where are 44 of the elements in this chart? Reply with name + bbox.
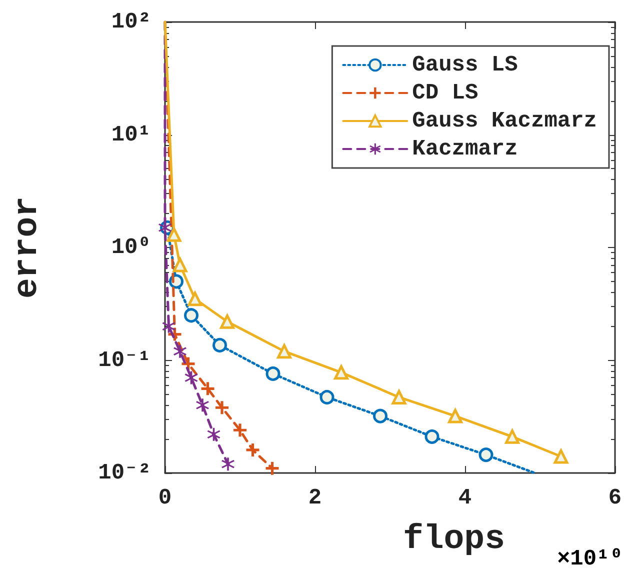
point — [207, 428, 220, 441]
point — [172, 258, 188, 272]
point — [334, 365, 348, 380]
x-tick-label: 6 — [608, 486, 622, 510]
x-tick-label: 4 — [458, 486, 472, 510]
point — [196, 398, 209, 412]
point — [212, 338, 227, 352]
legend-label: Gauss LS — [412, 52, 518, 78]
point — [277, 344, 292, 359]
point — [266, 366, 280, 381]
point — [554, 449, 568, 464]
point — [188, 292, 202, 306]
x-axis-title: flops — [402, 521, 505, 559]
x-tick-label: 0 — [158, 486, 172, 510]
x-tick-label: 2 — [308, 486, 322, 510]
point — [184, 371, 198, 384]
legend-label: CD LS — [412, 80, 478, 106]
y-axis-title: error — [9, 196, 47, 299]
point — [266, 462, 279, 475]
text: ×10¹⁰ — [556, 546, 624, 572]
point — [220, 314, 234, 329]
point — [166, 227, 182, 242]
point — [424, 429, 440, 444]
point — [320, 390, 334, 404]
y-tick-label: 10⁻¹ — [98, 348, 151, 373]
y-tick-label: 10¹ — [111, 122, 151, 148]
point — [216, 401, 228, 414]
y-tick-label: 10² — [111, 10, 151, 34]
point — [162, 320, 176, 333]
point — [505, 429, 520, 444]
point — [373, 408, 388, 424]
point — [246, 443, 260, 456]
point — [392, 390, 406, 404]
y-tick-label: 10⁰ — [111, 235, 151, 260]
point — [184, 308, 198, 323]
legend-label: Kaczmarz — [412, 136, 518, 162]
point — [234, 424, 246, 437]
point — [448, 408, 462, 424]
legend-label: Gauss Kaczmarz — [412, 108, 598, 134]
point — [222, 458, 234, 471]
y-tick-label: 10⁻² — [98, 460, 151, 486]
point — [478, 448, 494, 462]
point — [174, 344, 186, 358]
point — [201, 382, 214, 396]
